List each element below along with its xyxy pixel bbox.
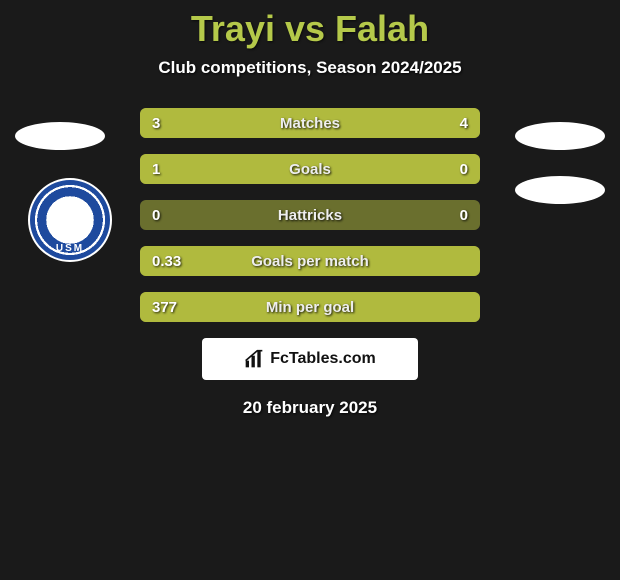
branding-box: FcTables.com bbox=[202, 338, 418, 380]
page-title: Trayi vs Falah bbox=[0, 0, 620, 50]
left-team-logo-placeholder bbox=[15, 122, 105, 150]
stat-right-value: 0 bbox=[420, 161, 480, 178]
stats-comparison: 3 Matches 4 1 Goals 0 0 Hattricks 0 0.33… bbox=[140, 108, 480, 322]
bar-chart-icon bbox=[244, 349, 264, 369]
stat-right-value: 4 bbox=[420, 115, 480, 132]
stat-row-matches: 3 Matches 4 bbox=[140, 108, 480, 138]
stat-row-goals: 1 Goals 0 bbox=[140, 154, 480, 184]
left-club-badge: USM bbox=[28, 178, 112, 262]
right-team-logo-placeholder bbox=[515, 122, 605, 150]
branding-text: FcTables.com bbox=[270, 350, 376, 368]
page-subtitle: Club competitions, Season 2024/2025 bbox=[0, 58, 620, 78]
right-team-logo-placeholder-2 bbox=[515, 176, 605, 204]
stat-row-hattricks: 0 Hattricks 0 bbox=[140, 200, 480, 230]
stat-label: Min per goal bbox=[140, 299, 480, 316]
stat-right-value: 0 bbox=[420, 207, 480, 224]
footer-date: 20 february 2025 bbox=[0, 398, 620, 418]
stat-row-min-per-goal: 377 Min per goal bbox=[140, 292, 480, 322]
left-club-initials: USM bbox=[56, 243, 84, 254]
stat-label: Goals per match bbox=[140, 253, 480, 270]
stat-row-goals-per-match: 0.33 Goals per match bbox=[140, 246, 480, 276]
